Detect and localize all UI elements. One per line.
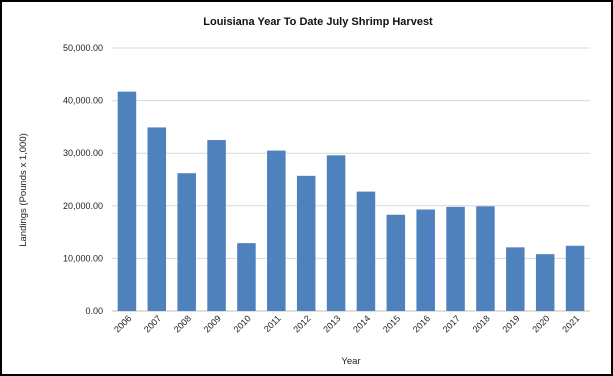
bars <box>117 91 585 312</box>
x-axis-ticks: 2006 2007 2008 2009 2010 2011 2012 2013 2014 2015… <box>112 313 581 334</box>
bar-2012 <box>296 175 316 311</box>
y-tick-label: 30,000.00 <box>63 148 103 158</box>
bar-2020 <box>535 254 555 311</box>
bar-2007 <box>147 127 167 312</box>
chart-title: Louisiana Year To Date July Shrimp Harve… <box>203 16 433 28</box>
x-tick-label: 2015 <box>381 313 402 334</box>
x-tick-label: 2011 <box>262 313 283 334</box>
bar-2018 <box>476 206 495 311</box>
bar-2016 <box>416 209 435 311</box>
bar-2017 <box>446 206 465 311</box>
bar-2009 <box>207 140 226 311</box>
x-tick-label: 2008 <box>172 313 193 334</box>
x-tick-label: 2018 <box>471 313 492 334</box>
bar-2011 <box>267 150 286 311</box>
x-tick-label: 2014 <box>351 313 372 334</box>
x-tick-label: 2020 <box>530 313 551 334</box>
bar-2019 <box>506 247 525 311</box>
x-tick-label: 2017 <box>441 313 462 334</box>
x-tick-label: 2006 <box>112 313 133 334</box>
y-tick-label: 0.00 <box>85 306 103 316</box>
x-tick-label: 2019 <box>500 313 521 334</box>
x-tick-label: 2016 <box>411 313 432 334</box>
bar-2013 <box>326 155 346 311</box>
x-tick-label: 2013 <box>321 313 342 334</box>
y-tick-label: 40,000.00 <box>63 96 103 106</box>
x-axis-label: Year <box>341 356 360 367</box>
bar-2015 <box>386 214 406 311</box>
y-axis-ticks: 0.00 10,000.00 20,000.00 30,000.00 40,000.00… <box>63 43 103 316</box>
x-tick-label: 2021 <box>560 313 581 334</box>
bar-2006 <box>117 91 137 312</box>
x-tick-label: 2012 <box>291 313 312 334</box>
x-tick-label: 2009 <box>202 313 223 334</box>
bar-2014 <box>356 191 376 311</box>
x-tick-label: 2010 <box>232 313 253 334</box>
y-tick-label: 50,000.00 <box>63 43 103 53</box>
y-tick-label: 10,000.00 <box>63 253 103 263</box>
y-tick-label: 20,000.00 <box>63 201 103 211</box>
bar-2021 <box>565 245 585 311</box>
x-tick-label: 2007 <box>142 313 163 334</box>
y-axis-label: Landings (Pounds x 1,000) <box>18 133 29 247</box>
bar-2008 <box>177 173 196 311</box>
bar-2010 <box>237 243 256 311</box>
